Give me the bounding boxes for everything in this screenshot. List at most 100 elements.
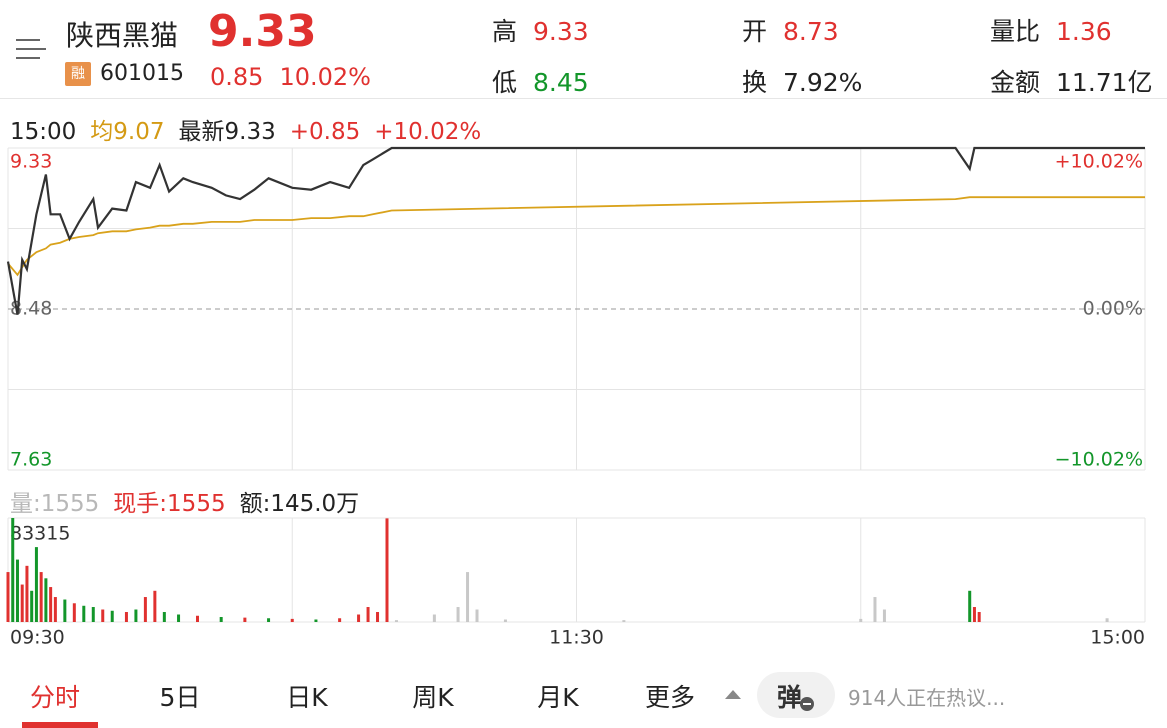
y-tick-label: 7.63 (10, 449, 52, 471)
high: 高 9.33 (492, 12, 589, 48)
volume-bar (101, 609, 105, 622)
change-pct: 10.02% (279, 63, 371, 91)
time: 15:00 (10, 119, 77, 145)
volume-bar (30, 590, 34, 622)
volume-bar (466, 572, 470, 622)
change-pct: +10.02% (374, 119, 482, 145)
volume-bar (124, 612, 128, 622)
volume-bar (882, 609, 886, 622)
volume-bar (49, 587, 53, 622)
y2-tick-label: −10.02% (1055, 449, 1143, 471)
x-tick-label: 11:30 (549, 627, 604, 649)
volume-bar-info: 量:1555 现手:1555 额:145.0万 (10, 484, 359, 518)
volume-bar (44, 578, 48, 622)
volume-bar (859, 618, 863, 622)
label: 量比 (990, 17, 1041, 46)
volume-bar (143, 597, 147, 622)
current-hand: 现手:1555 (113, 491, 226, 517)
volume-bar (503, 619, 507, 622)
label: 金额 (990, 68, 1041, 97)
y-tick-label: 8.48 (10, 298, 52, 320)
badge: 融 (65, 62, 91, 86)
volume-bar (34, 547, 38, 622)
volume-bar (1105, 618, 1109, 622)
turnover: 换 7.92% (742, 63, 862, 99)
menu-icon[interactable] (14, 36, 48, 64)
volume-bar (153, 590, 157, 622)
volume-bar (357, 614, 361, 622)
volume-bar (11, 518, 15, 622)
volume-bar (72, 603, 76, 622)
volume-bar (385, 518, 389, 622)
y2-tick-label: +10.02% (1055, 151, 1143, 173)
tab[interactable]: 分时 (29, 683, 81, 712)
volume-bar (219, 617, 223, 622)
volume-bar (110, 610, 114, 622)
value: 11.71亿 (1056, 68, 1153, 97)
volume-bar (134, 609, 138, 622)
tab[interactable]: 周K (412, 683, 454, 712)
low: 低 8.45 (492, 63, 589, 99)
volume-bar (432, 614, 436, 622)
x-tick-label: 09:30 (10, 627, 65, 649)
amount: 金额 11.71亿 (990, 63, 1153, 99)
volume-bar (63, 599, 67, 622)
label: 开 (742, 17, 768, 46)
x-tick-label: 15:00 (1090, 627, 1145, 649)
volume-bar (196, 615, 199, 622)
volume-bar (977, 612, 981, 622)
info-bar: 15:00 均9.07 最新9.33 +0.85 +10.02% (10, 112, 481, 146)
value: 8.73 (783, 17, 839, 46)
volume-bar (53, 597, 57, 622)
price-line (6, 146, 1145, 315)
volume-bar (338, 618, 342, 622)
y-tick-label: 9.33 (10, 151, 52, 173)
label: 低 (492, 68, 518, 97)
y2-tick-label: 0.00% (1083, 298, 1143, 320)
volume-bar (475, 609, 479, 622)
danmaku-label: 弹 (777, 683, 803, 712)
volume-bar (968, 590, 972, 622)
volume-bar (366, 607, 370, 622)
volume-bar (314, 619, 318, 622)
danmaku-button[interactable]: 弹 (757, 672, 835, 718)
volume-bar (91, 607, 95, 622)
avg: 均9.07 (90, 119, 165, 145)
volume-bar (162, 612, 166, 622)
volume-bar (25, 565, 29, 622)
volume-bar (20, 584, 24, 622)
label: 高 (492, 17, 518, 46)
volume-bar (290, 618, 294, 622)
change: 0.85 (210, 63, 264, 91)
price: 9.33 (208, 6, 317, 57)
volume-ratio: 量比 1.36 (990, 12, 1112, 48)
volume-bar (267, 618, 271, 622)
tab[interactable]: 月K (537, 683, 579, 712)
volume-bar (6, 572, 10, 622)
charts: +10.02% 0.00% −10.02% 9.33 8.48 7.63 09:30 11:3… (6, 146, 1146, 649)
latest: 最新9.33 (178, 119, 276, 145)
tab[interactable]: 日K (286, 683, 328, 712)
volume-bar (177, 614, 181, 622)
volume-bar (39, 572, 43, 622)
tab[interactable]: 更多 (644, 683, 696, 712)
volume-bar (394, 620, 398, 622)
tab[interactable]: 5日 (159, 683, 201, 712)
y-tick-label: 83315 (10, 523, 70, 545)
more-arrow[interactable] (724, 688, 742, 700)
volume-bar (376, 612, 380, 622)
value: 8.45 (533, 68, 589, 97)
volume-bar (82, 605, 86, 622)
open: 开 8.73 (742, 12, 839, 48)
divider (0, 98, 1167, 99)
volume-bar (972, 607, 976, 622)
stock-name: 陕西黑猫 (66, 19, 179, 52)
price-line (7, 196, 1145, 277)
change: +0.85 (289, 119, 361, 145)
discussion[interactable]: 914人正在热议... (848, 686, 1006, 710)
value: 7.92% (783, 68, 863, 97)
volume-bar (622, 620, 626, 622)
danmaku-icon (800, 697, 814, 711)
label: 换 (742, 68, 768, 97)
